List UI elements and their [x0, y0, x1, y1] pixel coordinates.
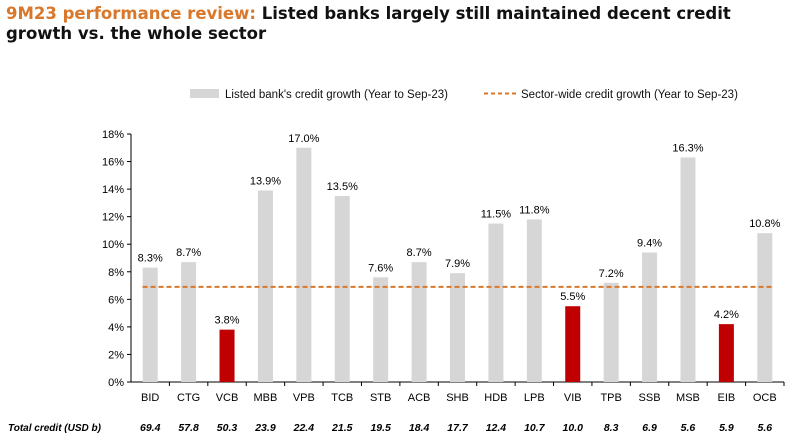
data-label-vib: 5.5%: [560, 291, 585, 303]
total-credit-ssb: 6.9: [642, 422, 657, 434]
data-label-acb: 8.7%: [407, 247, 432, 259]
bar-ocb: [757, 233, 773, 382]
y-tick-label: 16%: [102, 157, 124, 169]
bar-vib: [565, 306, 581, 382]
bar-eib: [718, 324, 734, 382]
data-label-msb: 16.3%: [672, 142, 703, 154]
x-tick-label-tpb: TPB: [600, 392, 621, 404]
data-label-vcb: 3.8%: [214, 315, 239, 327]
x-tick-label-mbb: MBB: [254, 392, 278, 404]
x-tick-label-tcb: TCB: [331, 392, 353, 404]
data-label-shb: 7.9%: [445, 258, 470, 270]
bar-tcb: [334, 196, 350, 382]
bar-tpb: [603, 282, 619, 382]
data-label-ctg: 8.7%: [176, 247, 201, 259]
total-credit-lpb: 10.7: [524, 422, 546, 434]
x-tick-label-ssb: SSB: [639, 392, 661, 404]
total-credit-shb: 17.7: [447, 422, 469, 434]
x-tick-label-vib: VIB: [564, 392, 582, 404]
data-label-vpb: 17.0%: [288, 133, 319, 145]
total-credit-msb: 5.6: [681, 422, 696, 434]
data-label-tcb: 13.5%: [327, 181, 358, 193]
data-label-hdb: 11.5%: [481, 209, 512, 221]
legend-bar-label: Listed bank's credit growth (Year to Sep…: [225, 89, 448, 101]
y-tick-label: 2%: [108, 349, 124, 361]
total-credit-mbb: 23.9: [254, 422, 276, 434]
total-credit-vib: 10.0: [563, 422, 584, 434]
total-credit-eib: 5.9: [719, 422, 734, 434]
x-tick-label-hdb: HDB: [484, 392, 507, 404]
x-tick-label-stb: STB: [370, 392, 391, 404]
total-credit-ctg: 57.8: [178, 422, 199, 434]
total-credit-tcb: 21.5: [331, 422, 353, 434]
bar-acb: [411, 262, 427, 382]
y-tick-label: 4%: [108, 322, 124, 334]
y-tick-label: 18%: [102, 129, 124, 141]
total-credit-hdb: 12.4: [486, 422, 507, 434]
chart-title-lead: 9M23 performance review:: [6, 4, 256, 23]
y-tick-label: 14%: [102, 184, 124, 196]
data-label-stb: 7.6%: [368, 262, 393, 274]
data-label-mbb: 13.9%: [250, 175, 281, 187]
x-tick-label-ocb: OCB: [753, 392, 777, 404]
data-label-lpb: 11.8%: [519, 204, 550, 216]
x-tick-label-eib: EIB: [718, 392, 736, 404]
bar-shb: [450, 273, 465, 382]
legend-bar-swatch: [190, 89, 219, 98]
total-credit-acb: 18.4: [409, 422, 430, 434]
total-credit-stb: 19.5: [370, 422, 391, 434]
data-label-eib: 4.2%: [714, 309, 739, 321]
data-label-ocb: 10.8%: [749, 218, 780, 230]
bar-ssb: [642, 252, 658, 382]
bar-vcb: [219, 329, 235, 382]
bar-bid: [142, 267, 158, 382]
bar-stb: [373, 277, 389, 382]
legend: Listed bank's credit growth (Year to Sep…: [190, 89, 738, 101]
chart-title-text: Listed banks largely still maintained de…: [6, 4, 731, 43]
legend-sector-label: Sector-wide credit growth (Year to Sep-2…: [521, 89, 738, 101]
total-credit-ocb: 5.6: [757, 422, 772, 434]
chart-title: 9M23 performance review: Listed banks la…: [6, 4, 796, 44]
bar-ctg: [181, 262, 197, 382]
x-tick-label-ctg: CTG: [177, 392, 200, 404]
y-tick-label: 12%: [102, 212, 124, 224]
x-tick-label-bid: BID: [141, 392, 159, 404]
bar-msb: [680, 157, 696, 382]
data-label-tpb: 7.2%: [599, 268, 624, 280]
y-tick-label: 10%: [102, 239, 124, 251]
x-tick-label-shb: SHB: [446, 392, 469, 404]
y-tick-label: 0%: [108, 377, 124, 389]
x-tick-label-msb: MSB: [676, 392, 700, 404]
data-label-ssb: 9.4%: [637, 237, 662, 249]
x-tick-label-vpb: VPB: [293, 392, 315, 404]
total-credit-label: Total credit (USD b): [8, 423, 102, 434]
y-tick-label: 8%: [108, 267, 124, 279]
bar-lpb: [526, 219, 542, 382]
total-credit-tpb: 8.3: [604, 422, 619, 434]
total-credit-bid: 69.4: [140, 422, 161, 434]
bar-hdb: [488, 223, 504, 382]
total-credit-vpb: 22.4: [293, 422, 315, 434]
x-tick-label-acb: ACB: [408, 392, 431, 404]
data-label-bid: 8.3%: [138, 253, 163, 265]
x-tick-label-vcb: VCB: [216, 392, 239, 404]
total-credit-vcb: 50.3: [217, 422, 238, 434]
x-tick-label-lpb: LPB: [524, 392, 545, 404]
y-tick-label: 6%: [108, 294, 124, 306]
bar-vpb: [296, 147, 312, 382]
